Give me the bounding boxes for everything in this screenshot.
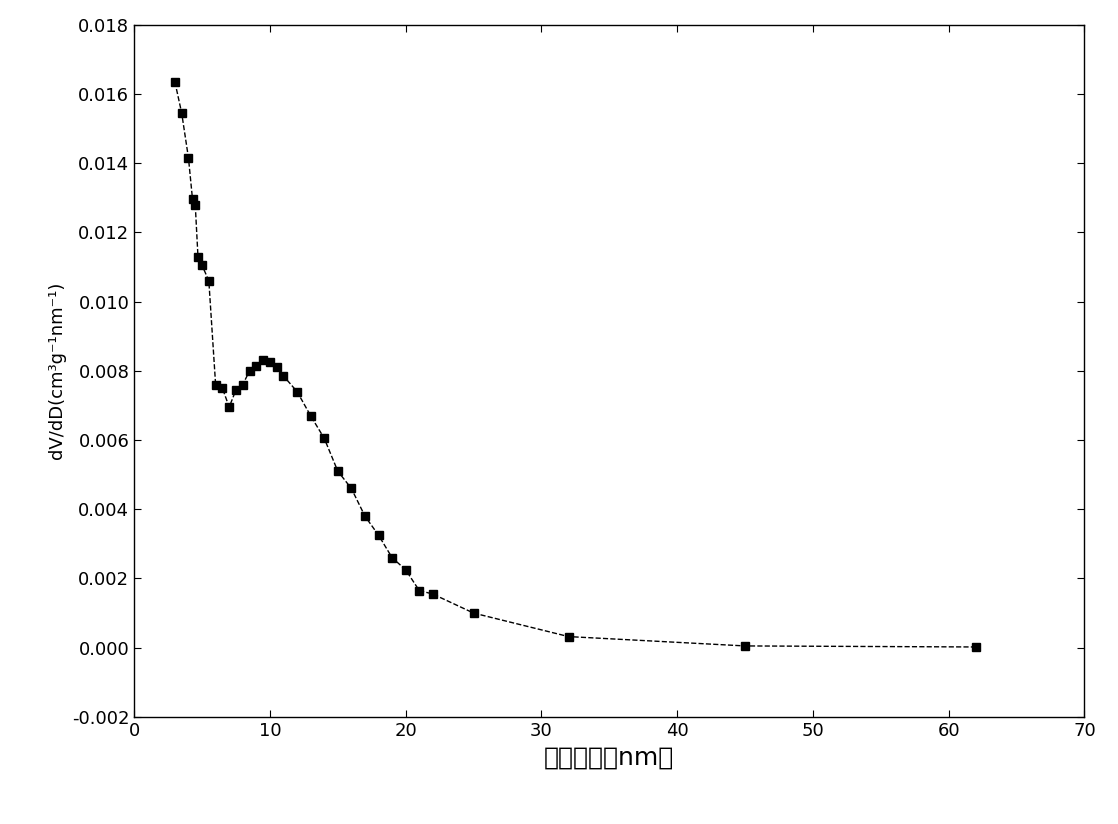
Y-axis label: dV/dD(cm³g⁻¹nm⁻¹): dV/dD(cm³g⁻¹nm⁻¹): [48, 282, 66, 460]
X-axis label: 孔径分布（nm）: 孔径分布（nm）: [544, 745, 674, 770]
